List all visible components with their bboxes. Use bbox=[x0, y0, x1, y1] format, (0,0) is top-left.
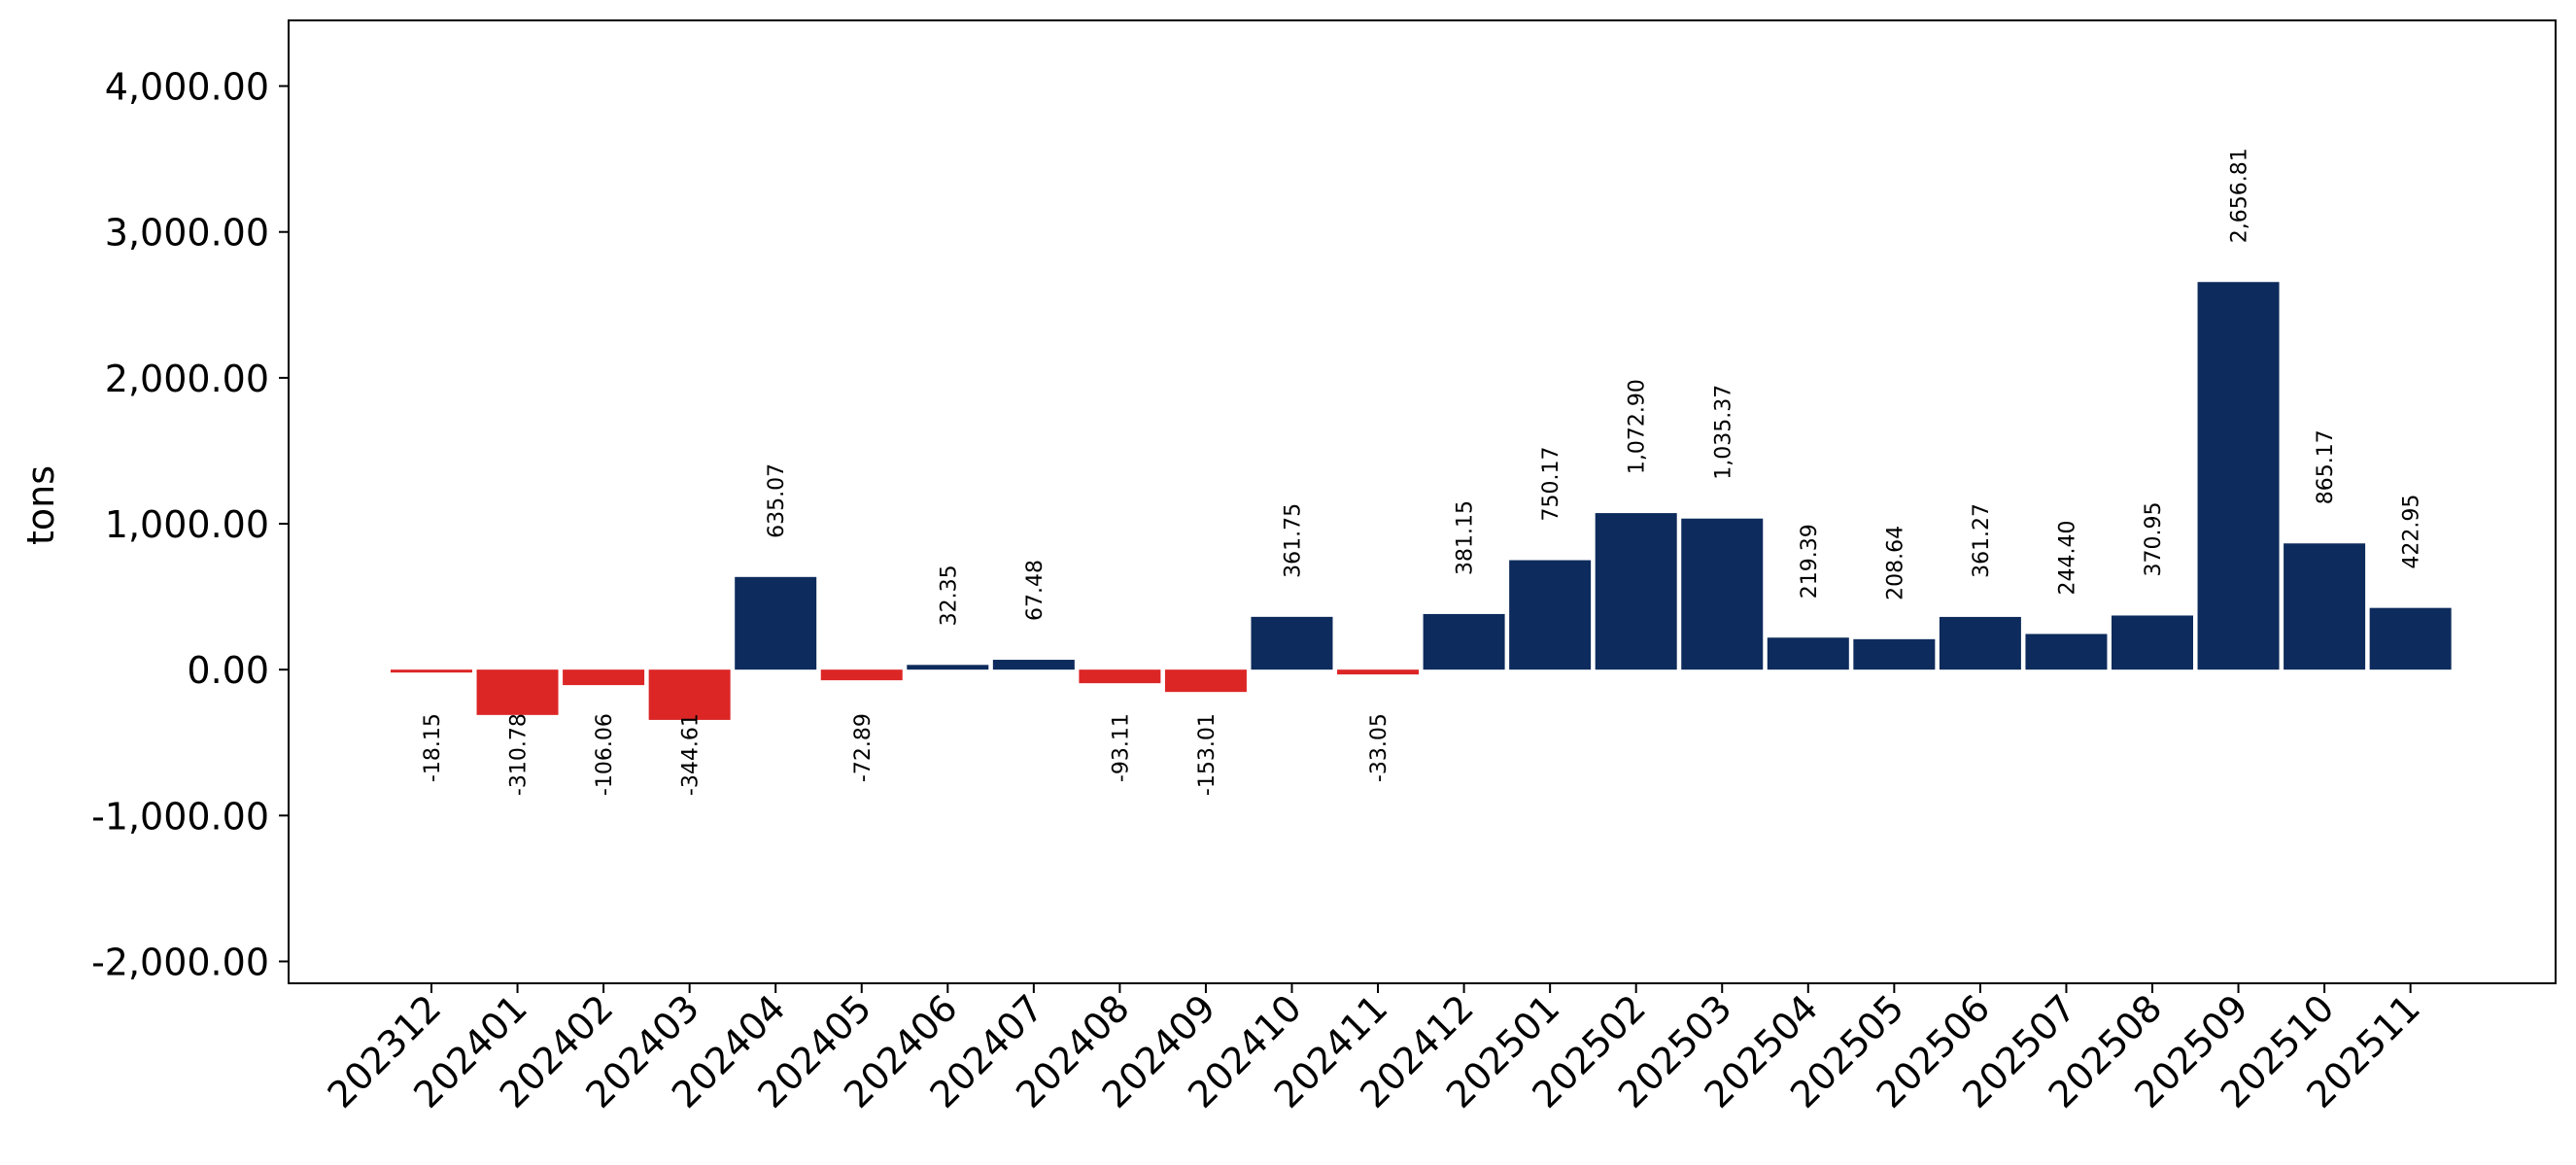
data-label: 244.40 bbox=[2055, 520, 2079, 595]
data-label: 32.35 bbox=[937, 565, 961, 626]
data-label: 208.64 bbox=[1883, 526, 1907, 600]
data-label: 422.95 bbox=[2400, 495, 2424, 569]
data-label: 219.39 bbox=[1798, 524, 1822, 599]
data-label: -344.61 bbox=[679, 713, 704, 796]
data-label: 361.75 bbox=[1282, 503, 1306, 578]
bar bbox=[1079, 669, 1161, 684]
bar bbox=[820, 669, 903, 681]
data-label: 381.15 bbox=[1454, 500, 1478, 575]
data-label: -93.11 bbox=[1109, 713, 1133, 782]
bar bbox=[1767, 637, 1849, 670]
bar bbox=[1164, 669, 1247, 693]
bar bbox=[2112, 615, 2193, 670]
y-tick-label: 4,000.00 bbox=[105, 66, 269, 109]
bar bbox=[1939, 616, 2021, 670]
data-label: -33.05 bbox=[1367, 713, 1391, 782]
data-label: 361.27 bbox=[1970, 503, 1994, 578]
data-label: 865.17 bbox=[2314, 429, 2338, 504]
bar bbox=[1251, 616, 1333, 670]
bar bbox=[2284, 543, 2366, 670]
y-tick-label: 1,000.00 bbox=[105, 503, 269, 546]
bar bbox=[992, 660, 1075, 670]
bar bbox=[735, 576, 817, 670]
y-axis-label: tons bbox=[19, 465, 62, 545]
bar bbox=[1337, 669, 1420, 675]
bar bbox=[391, 669, 472, 673]
y-tick-label: 3,000.00 bbox=[105, 212, 269, 255]
data-label: -106.06 bbox=[593, 713, 617, 796]
data-label: 1,035.37 bbox=[1711, 385, 1735, 480]
data-label: -153.01 bbox=[1195, 713, 1219, 796]
data-label: 1,072.90 bbox=[1626, 379, 1650, 474]
bar bbox=[1509, 560, 1592, 670]
y-tick-label: -2,000.00 bbox=[91, 941, 269, 983]
bar bbox=[907, 665, 989, 670]
bar bbox=[1853, 638, 1936, 670]
data-label: -18.15 bbox=[421, 713, 445, 782]
data-label: 67.48 bbox=[1023, 560, 1048, 621]
y-axis: -2,000.00 -1,000.00 0.00 1,000.00 2,000.00 3,… bbox=[91, 66, 289, 983]
data-label: 2,656.81 bbox=[2228, 148, 2252, 243]
x-axis: 2023122024012024022024032024042024052024… bbox=[320, 983, 2428, 1116]
bar bbox=[476, 669, 559, 715]
data-label: -310.78 bbox=[507, 713, 532, 796]
data-label: 635.07 bbox=[765, 463, 789, 538]
data-label: 750.17 bbox=[1539, 447, 1563, 522]
bar bbox=[1595, 513, 1677, 670]
bar bbox=[648, 669, 731, 720]
y-tick-label: 2,000.00 bbox=[105, 358, 269, 400]
bar bbox=[2369, 607, 2452, 670]
bar bbox=[563, 669, 645, 686]
y-tick-label: 0.00 bbox=[187, 649, 269, 692]
y-tick-label: -1,000.00 bbox=[91, 795, 269, 838]
bar bbox=[2197, 282, 2280, 670]
data-label: 370.95 bbox=[2142, 501, 2166, 576]
data-labels-group: -18.15 -310.78 -106.06 -344.61 635.07 -72.89 3… bbox=[421, 148, 2424, 796]
data-label: -72.89 bbox=[851, 713, 876, 782]
bar bbox=[2025, 634, 2108, 670]
bar bbox=[1681, 518, 1764, 670]
bar bbox=[1423, 613, 1505, 670]
bars-group bbox=[391, 282, 2452, 720]
plot-area-frame bbox=[288, 19, 2557, 984]
